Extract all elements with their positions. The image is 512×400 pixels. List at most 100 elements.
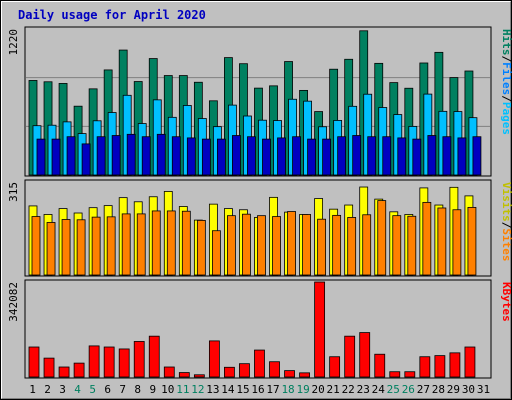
bar-sites-day-23 [362, 214, 372, 276]
bar-pages-day-21 [337, 136, 347, 176]
bar-kbytes-day-13 [208, 340, 220, 378]
bar-pages-day-29 [457, 137, 467, 176]
bar-sites-day-3 [61, 219, 71, 276]
bar-sites-day-19 [302, 214, 311, 276]
day-label-15: 15 [236, 383, 249, 396]
bar-pages-day-30 [472, 136, 482, 176]
bar-sites-day-26 [407, 215, 417, 276]
bar-kbytes-day-29 [449, 352, 461, 378]
bar-kbytes-day-23 [359, 332, 371, 378]
day-label-30: 30 [462, 383, 475, 396]
bar-kbytes-day-8 [133, 341, 145, 378]
bar-kbytes-day-14 [224, 366, 235, 378]
bar-sites-day-17 [272, 216, 281, 276]
bar-kbytes-day-28 [434, 355, 446, 378]
legend-item: Pages [500, 102, 512, 135]
bar-sites-day-29 [452, 209, 462, 276]
day-label-2: 2 [44, 383, 51, 396]
bar-pages-day-25 [397, 137, 407, 176]
legend-item: Sites [500, 228, 512, 261]
bar-kbytes-day-6 [103, 346, 115, 378]
bar-sites-day-8 [136, 213, 146, 276]
kbytes-panel: 342082 KBytes [7, 279, 512, 379]
bar-pages-day-16 [262, 138, 271, 176]
bar-sites-day-18 [287, 211, 296, 276]
day-label-22: 22 [342, 383, 355, 396]
day-label-23: 23 [357, 383, 370, 396]
legend-item: / [500, 56, 512, 63]
bar-sites-day-1 [31, 216, 41, 276]
bar-kbytes-day-19 [299, 372, 310, 378]
day-label-14: 14 [221, 383, 235, 396]
day-label-8: 8 [134, 383, 141, 396]
bar-kbytes-day-4 [73, 362, 85, 378]
bar-kbytes-day-25 [389, 371, 401, 378]
day-label-10: 10 [161, 383, 174, 396]
day-label-29: 29 [447, 383, 460, 396]
bar-kbytes-day-22 [344, 335, 356, 378]
bar-pages-day-7 [126, 133, 136, 176]
bar-sites-day-25 [392, 215, 402, 276]
bar-pages-day-14 [232, 135, 241, 176]
bar-sites-day-9 [151, 210, 161, 276]
bar-kbytes-day-26 [404, 371, 416, 378]
day-label-4: 4 [74, 383, 81, 396]
day-label-6: 6 [104, 383, 111, 396]
bar-pages-day-24 [382, 136, 392, 176]
bar-sites-day-28 [437, 207, 447, 276]
bar-sites-day-5 [91, 216, 101, 276]
bar-kbytes-day-15 [239, 363, 250, 378]
day-label-18: 18 [281, 383, 294, 396]
hits-panel-max-label: 1220 [7, 29, 20, 56]
bar-pages-day-2 [51, 138, 61, 176]
day-label-21: 21 [327, 383, 340, 396]
bar-sites-day-24 [377, 200, 387, 276]
bar-pages-day-1 [36, 138, 46, 176]
bar-kbytes-day-10 [163, 366, 175, 378]
day-label-11: 11 [176, 383, 189, 396]
day-label-1: 1 [29, 383, 36, 396]
bar-pages-day-27 [427, 135, 437, 176]
bar-sites-day-2 [46, 222, 56, 276]
bar-sites-day-27 [422, 201, 432, 276]
bar-sites-day-20 [317, 218, 327, 276]
bar-pages-day-13 [216, 138, 226, 176]
bar-pages-day-19 [307, 138, 316, 176]
legend-item: Visits [500, 182, 512, 222]
day-label-3: 3 [59, 383, 66, 396]
bar-pages-day-9 [156, 133, 166, 176]
bar-sites-day-13 [211, 230, 221, 276]
bar-pages-day-8 [141, 136, 151, 176]
day-label-20: 20 [312, 383, 325, 396]
legend-item: KBytes [500, 282, 512, 322]
bar-kbytes-day-20 [314, 281, 326, 378]
bar-kbytes-day-21 [329, 356, 341, 378]
bar-pages-day-23 [367, 136, 377, 176]
day-label-27: 27 [417, 383, 430, 396]
bar-pages-day-18 [292, 136, 301, 176]
day-label-24: 24 [372, 383, 386, 396]
kbytes-panel-max-label: 342082 [7, 282, 20, 322]
bar-kbytes-day-7 [118, 348, 130, 378]
bar-sites-day-6 [106, 216, 116, 276]
bar-pages-day-5 [96, 136, 106, 176]
day-label-28: 28 [432, 383, 445, 396]
bar-sites-day-21 [332, 214, 342, 276]
day-label-25: 25 [387, 383, 400, 396]
bar-kbytes-day-18 [284, 370, 295, 378]
legend-item: Files [500, 62, 512, 95]
bar-pages-day-6 [111, 135, 121, 176]
bar-kbytes-day-24 [374, 353, 386, 378]
bar-pages-day-11 [186, 137, 196, 176]
visits-panel-max-label: 315 [7, 182, 20, 202]
bar-kbytes-day-17 [269, 361, 280, 378]
bar-pages-day-15 [247, 136, 256, 176]
bar-kbytes-day-9 [148, 335, 160, 378]
kbytes-panel-legend: KBytes [500, 282, 512, 322]
bar-pages-day-4 [81, 143, 91, 176]
visits-panel: 315 Visits/Sites [7, 179, 512, 277]
bar-pages-day-22 [352, 135, 362, 176]
bar-sites-day-16 [257, 215, 266, 276]
bar-sites-day-15 [242, 213, 251, 276]
